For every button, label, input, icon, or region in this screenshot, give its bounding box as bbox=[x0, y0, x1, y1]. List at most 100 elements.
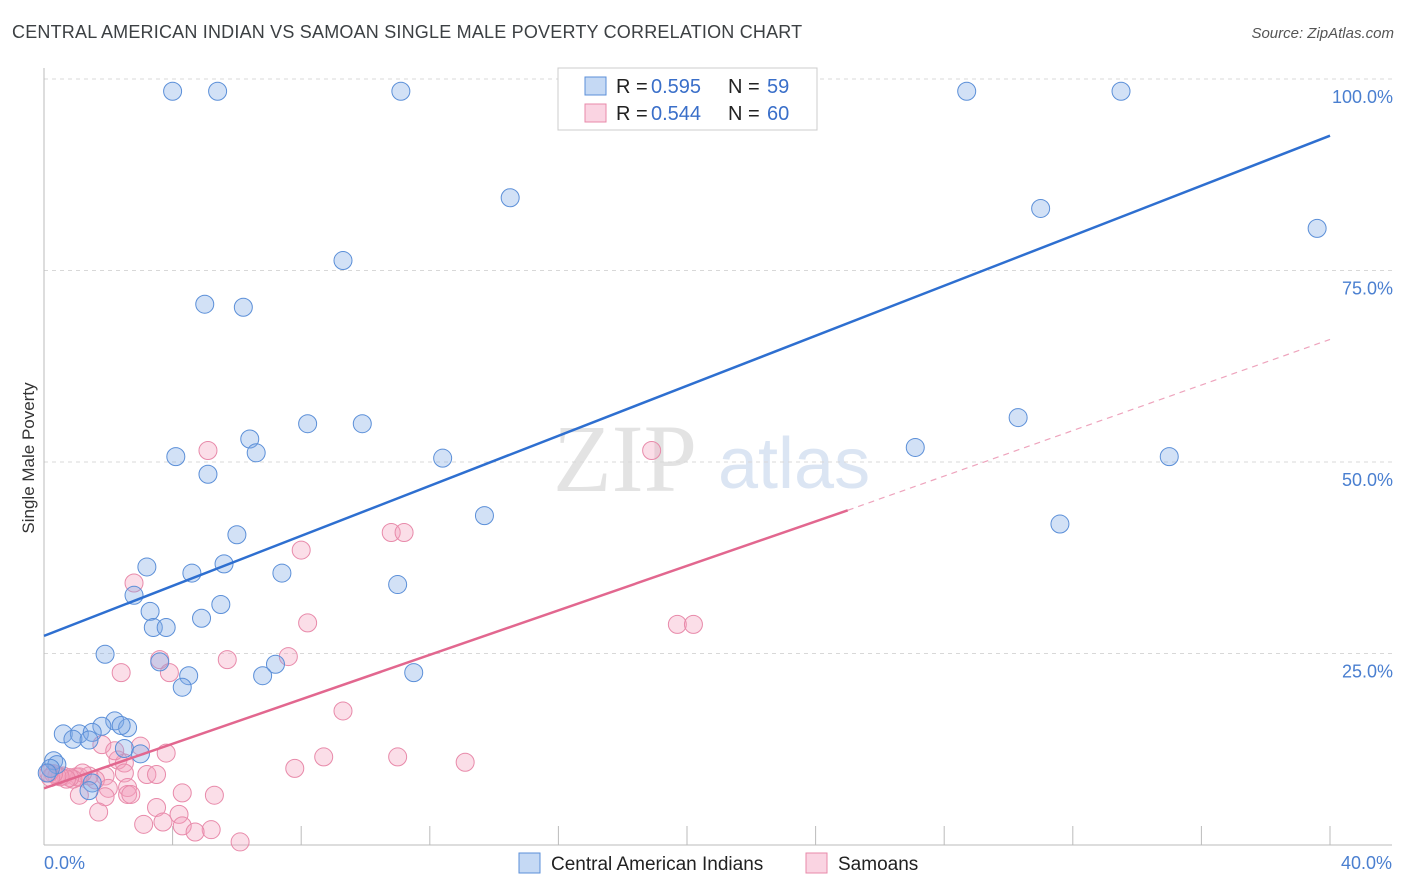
watermark-atlas: atlas bbox=[718, 424, 870, 504]
legend-n-value-blue: 59 bbox=[767, 76, 789, 98]
central-american-indians-point bbox=[1050, 514, 1070, 534]
x-tick-label-min: 0.0% bbox=[44, 853, 85, 873]
central-american-indians-point bbox=[391, 81, 411, 101]
y-tick-label-50: 50.0% bbox=[1342, 470, 1393, 490]
legend-box bbox=[557, 67, 818, 131]
central-american-indians-point bbox=[140, 601, 160, 621]
samoans-point bbox=[314, 747, 334, 767]
trend-line-central-american-indians bbox=[43, 134, 1331, 638]
trend-line-samoans-extension bbox=[847, 338, 1331, 511]
samoans-point bbox=[137, 765, 157, 785]
samoans-point bbox=[230, 832, 250, 852]
legend-r-label-blue: R = bbox=[616, 76, 648, 98]
central-american-indians-point bbox=[211, 594, 231, 614]
x-tick-label-max: 40.0% bbox=[1341, 853, 1392, 873]
central-american-indians-point bbox=[957, 81, 977, 101]
central-american-indians-point bbox=[163, 81, 183, 101]
samoans-point bbox=[69, 785, 89, 805]
samoans-point bbox=[89, 802, 109, 822]
central-american-indians-point bbox=[298, 414, 318, 434]
central-american-indians-point bbox=[53, 724, 73, 744]
samoans-point bbox=[298, 613, 318, 633]
central-american-indians-point bbox=[1008, 408, 1028, 428]
source-label: Source: ZipAtlas.com bbox=[1251, 25, 1394, 42]
central-american-indians-point bbox=[179, 666, 199, 686]
samoans-point bbox=[291, 540, 311, 560]
central-american-indians-point bbox=[352, 414, 372, 434]
legend-swatch-pink bbox=[584, 103, 607, 123]
legend-n-label-blue: N = bbox=[728, 76, 760, 98]
central-american-indians-point bbox=[253, 666, 273, 686]
axis-layer bbox=[43, 68, 1392, 846]
y-tick-labels: 25.0% 50.0% 75.0% 100.0% bbox=[1332, 87, 1393, 682]
central-american-indians-point bbox=[195, 294, 215, 314]
chart-title: CENTRAL AMERICAN INDIAN VS SAMOAN SINGLE… bbox=[12, 22, 803, 42]
samoans-point bbox=[153, 812, 173, 832]
samoans-point bbox=[147, 765, 167, 785]
samoans-point bbox=[147, 797, 167, 817]
samoans-point bbox=[333, 701, 353, 721]
samoans-point bbox=[201, 820, 221, 840]
samoans-point bbox=[388, 747, 408, 767]
central-american-indians-point bbox=[63, 729, 83, 749]
trend-line-samoans bbox=[43, 509, 849, 790]
trend-lines bbox=[43, 134, 1331, 790]
bottom-legend-label-pink: Samoans bbox=[838, 854, 918, 875]
y-axis-label: Single Male Poverty bbox=[19, 382, 38, 534]
central-american-indians-point bbox=[95, 644, 115, 664]
central-american-indians-point bbox=[1159, 447, 1179, 467]
bottom-legend-label-blue: Central American Indians bbox=[551, 854, 763, 875]
central-american-indians-point bbox=[905, 437, 925, 457]
central-american-indians-point bbox=[404, 663, 424, 683]
central-american-indians-point bbox=[44, 751, 64, 771]
legend-swatch-blue bbox=[584, 76, 607, 96]
samoans-point bbox=[198, 441, 218, 461]
samoans-point bbox=[114, 763, 134, 783]
y-tick-label-100: 100.0% bbox=[1332, 87, 1393, 107]
central-american-indians-point bbox=[433, 448, 453, 468]
bottom-legend-swatch-pink bbox=[805, 852, 828, 874]
central-american-indians-point bbox=[166, 447, 186, 467]
central-american-indians-point bbox=[1307, 218, 1327, 238]
samoans-point bbox=[683, 614, 703, 634]
samoans-point bbox=[667, 614, 687, 634]
samoans-point bbox=[169, 804, 189, 824]
samoans-point bbox=[217, 650, 237, 670]
samoans-point bbox=[159, 663, 179, 683]
samoans-point bbox=[204, 785, 224, 805]
samoans-point bbox=[285, 758, 305, 778]
central-american-indians-point bbox=[82, 722, 102, 742]
bottom-legend: Central American Indians Samoans bbox=[518, 852, 918, 875]
central-american-indians-point bbox=[114, 738, 134, 758]
central-american-indians-point bbox=[265, 654, 285, 674]
samoans-point bbox=[455, 752, 475, 772]
y-tick-label-25: 25.0% bbox=[1342, 662, 1393, 682]
central-american-indians-point bbox=[82, 773, 102, 793]
central-american-indians-point bbox=[233, 297, 253, 317]
watermark: ZIP atlas bbox=[553, 405, 870, 512]
central-american-indians-point bbox=[92, 716, 112, 736]
samoans-point bbox=[134, 814, 154, 834]
samoans-point bbox=[121, 784, 141, 804]
central-american-indians-point bbox=[227, 525, 247, 545]
samoans-point bbox=[172, 783, 192, 803]
watermark-zip: ZIP bbox=[553, 405, 697, 512]
central-american-indians-point bbox=[1111, 81, 1131, 101]
central-american-indians-point bbox=[1031, 198, 1051, 218]
samoans-point bbox=[185, 822, 205, 842]
central-american-indians-point bbox=[246, 443, 266, 463]
central-american-indians-point bbox=[272, 563, 292, 583]
central-american-indians-point bbox=[37, 763, 57, 783]
central-american-indians-points bbox=[37, 81, 1327, 801]
central-american-indians-point bbox=[198, 464, 218, 484]
central-american-indians-point bbox=[208, 81, 228, 101]
central-american-indians-point bbox=[79, 730, 99, 750]
legend-r-label-pink: R = bbox=[616, 103, 648, 125]
legend-r-value-pink: 0.544 bbox=[651, 103, 701, 125]
legend: R = 0.595 N = 59 R = 0.544 N = 60 bbox=[557, 67, 818, 131]
central-american-indians-point bbox=[79, 781, 99, 801]
central-american-indians-point bbox=[500, 188, 520, 208]
samoans-point bbox=[642, 441, 662, 461]
legend-n-value-pink: 60 bbox=[767, 103, 789, 125]
